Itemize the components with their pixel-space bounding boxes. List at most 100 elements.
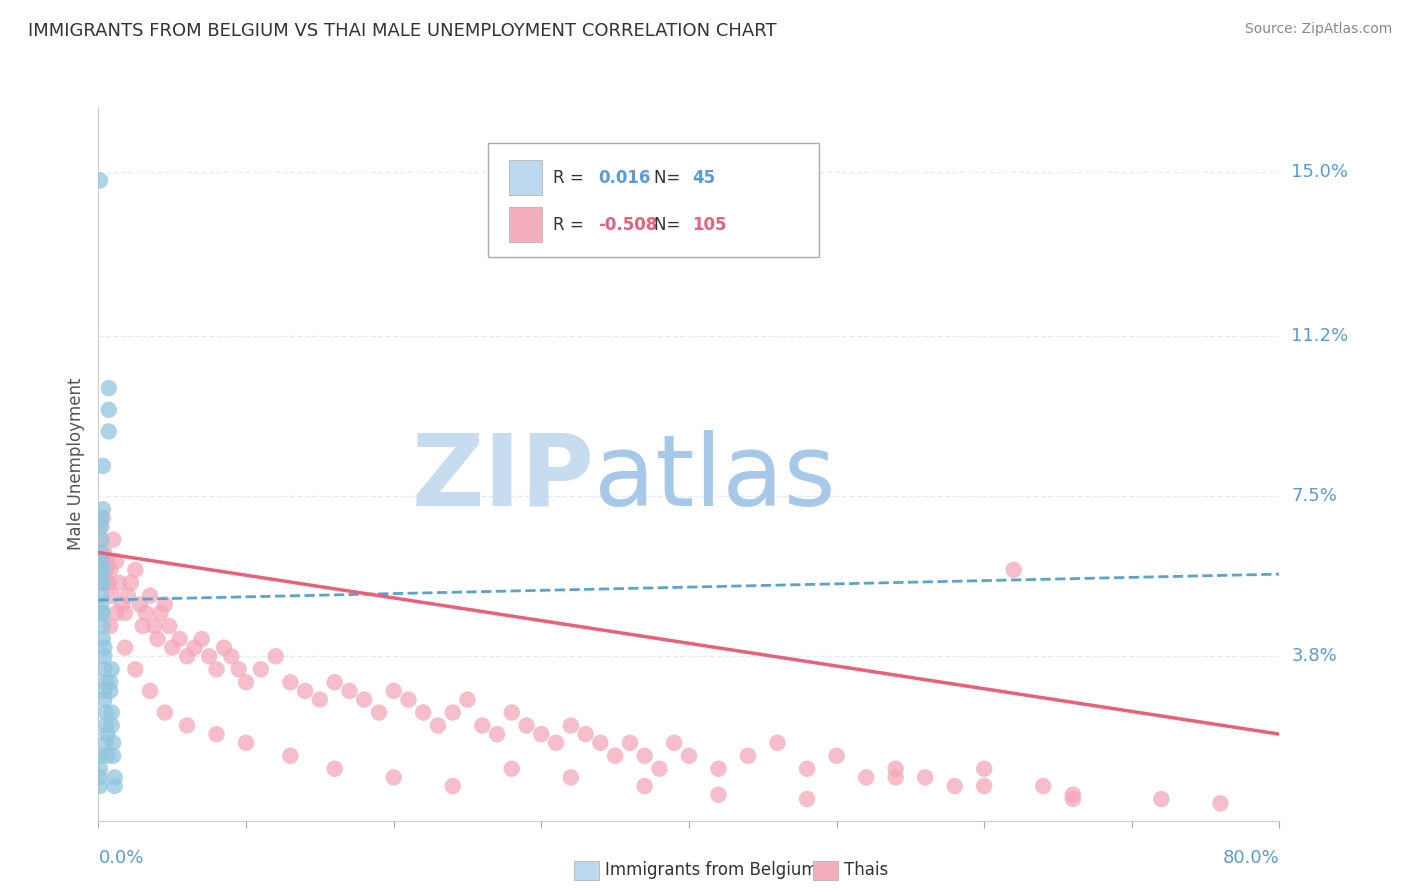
Point: [91, 554, 114, 568]
Point: [427, 718, 450, 732]
Text: Thais: Thais: [844, 861, 887, 879]
Point: [97, 381, 120, 395]
Point: [1002, 563, 1025, 577]
Point: [89, 748, 111, 763]
Point: [89, 779, 111, 793]
Point: [309, 692, 332, 706]
Point: [149, 606, 172, 620]
Point: [707, 762, 730, 776]
Point: [707, 788, 730, 802]
Point: [91, 502, 114, 516]
Point: [486, 727, 509, 741]
Point: [441, 779, 464, 793]
FancyBboxPatch shape: [488, 143, 818, 257]
Point: [89, 519, 111, 533]
Point: [93, 545, 115, 559]
Point: [382, 771, 405, 785]
Point: [368, 706, 391, 720]
Point: [250, 662, 273, 676]
Point: [855, 771, 877, 785]
Point: [648, 762, 671, 776]
Point: [664, 736, 686, 750]
Text: N=: N=: [654, 216, 685, 234]
Point: [323, 762, 346, 776]
Point: [114, 640, 136, 655]
Text: Immigrants from Belgium: Immigrants from Belgium: [605, 861, 817, 879]
Point: [104, 779, 127, 793]
Point: [183, 640, 205, 655]
Point: [93, 684, 115, 698]
Text: 3.8%: 3.8%: [1291, 648, 1337, 665]
Point: [337, 684, 360, 698]
Point: [93, 649, 115, 664]
Point: [471, 718, 494, 732]
Point: [96, 748, 118, 763]
Point: [574, 727, 596, 741]
Point: [90, 545, 112, 559]
Bar: [509, 161, 543, 195]
Text: 80.0%: 80.0%: [1223, 849, 1279, 867]
Point: [1150, 792, 1173, 806]
Point: [560, 718, 582, 732]
Point: [111, 598, 134, 612]
Point: [143, 619, 166, 633]
Point: [114, 606, 136, 620]
Y-axis label: Male Unemployment: Male Unemployment: [66, 377, 84, 550]
Point: [91, 575, 114, 590]
Point: [382, 684, 405, 698]
Point: [90, 554, 112, 568]
Point: [501, 762, 523, 776]
Text: 7.5%: 7.5%: [1291, 487, 1337, 505]
Point: [235, 736, 257, 750]
Text: 0.016: 0.016: [598, 169, 651, 186]
Point: [501, 706, 523, 720]
Text: Source: ZipAtlas.com: Source: ZipAtlas.com: [1244, 22, 1392, 37]
Point: [94, 706, 117, 720]
Point: [605, 748, 627, 763]
Point: [633, 779, 655, 793]
Text: 45: 45: [693, 169, 716, 186]
Point: [90, 589, 112, 603]
Point: [1062, 788, 1084, 802]
Point: [100, 706, 122, 720]
Point: [198, 649, 221, 664]
Point: [90, 511, 112, 525]
Point: [412, 706, 434, 720]
Point: [94, 563, 117, 577]
Point: [89, 173, 111, 187]
Point: [90, 533, 112, 547]
Point: [278, 748, 302, 763]
Point: [205, 727, 228, 741]
Point: [100, 718, 122, 732]
Point: [96, 554, 118, 568]
Point: [94, 575, 117, 590]
Point: [396, 692, 419, 706]
Point: [153, 706, 176, 720]
Point: [157, 619, 180, 633]
Point: [93, 692, 115, 706]
Point: [219, 649, 242, 664]
Point: [89, 771, 111, 785]
Point: [108, 575, 131, 590]
Point: [100, 589, 122, 603]
Point: [619, 736, 641, 750]
Point: [91, 511, 114, 525]
Point: [97, 575, 120, 590]
Point: [120, 575, 142, 590]
Point: [323, 675, 346, 690]
Point: [91, 632, 114, 646]
Point: [943, 779, 966, 793]
Point: [228, 662, 250, 676]
Point: [441, 706, 464, 720]
Point: [124, 563, 146, 577]
Point: [1032, 779, 1054, 793]
Point: [93, 640, 115, 655]
Point: [205, 662, 228, 676]
Point: [884, 771, 907, 785]
Point: [235, 675, 257, 690]
Point: [97, 425, 120, 439]
Point: [103, 736, 125, 750]
Point: [146, 632, 169, 646]
Point: [91, 458, 114, 473]
Point: [103, 533, 125, 547]
